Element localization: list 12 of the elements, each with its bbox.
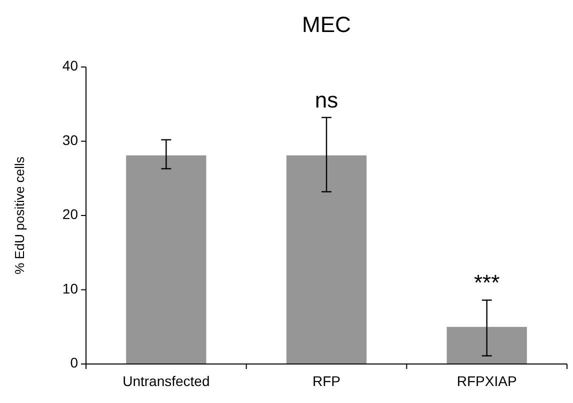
x-tick-label: RFP <box>312 373 340 389</box>
x-tick-label: Untransfected <box>122 373 210 389</box>
annotation: *** <box>474 270 500 296</box>
x-tick-label: RFPXIAP <box>456 373 517 389</box>
y-tick-label: 30 <box>62 132 78 148</box>
y-axis-title: % EdU positive cells <box>12 156 27 274</box>
annotation: ns <box>314 87 338 112</box>
chart-title: MEC <box>302 12 352 37</box>
y-tick-label: 20 <box>62 206 78 222</box>
y-tick-label: 0 <box>70 354 78 371</box>
y-tick-label: 10 <box>62 280 78 296</box>
y-tick-label: 40 <box>62 58 78 74</box>
